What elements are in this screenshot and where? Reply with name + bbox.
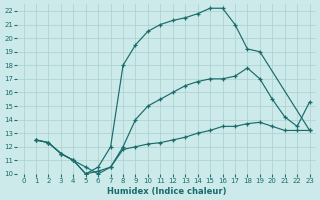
X-axis label: Humidex (Indice chaleur): Humidex (Indice chaleur) xyxy=(107,187,226,196)
